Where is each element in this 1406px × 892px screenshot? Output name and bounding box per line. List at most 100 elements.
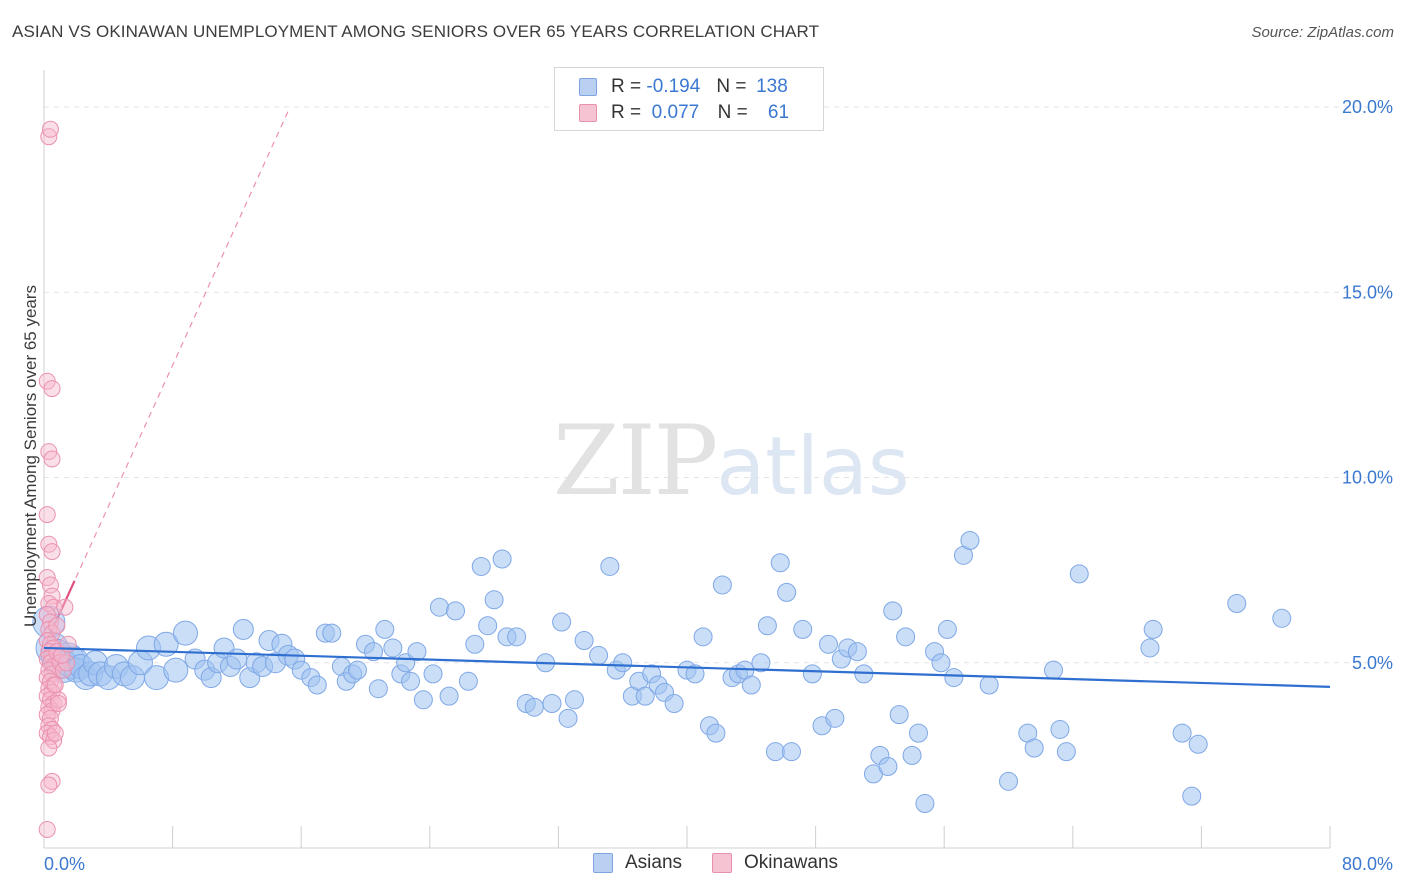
- asian-point: [542, 694, 562, 714]
- asian-point: [423, 664, 443, 684]
- asian-point: [883, 601, 903, 621]
- asian-point: [478, 616, 498, 636]
- asian-point: [777, 582, 797, 602]
- series-legend: Asians Okinawans: [593, 852, 868, 874]
- asian-point: [600, 556, 620, 576]
- asian-point: [1050, 719, 1070, 739]
- okinawan-point: [38, 820, 56, 838]
- asian-point: [757, 616, 777, 636]
- r-value: 0.077: [651, 102, 700, 123]
- asian-point: [368, 679, 388, 699]
- asian-points: [32, 531, 1292, 814]
- okinawan-point: [43, 380, 61, 398]
- asian-point: [407, 642, 427, 662]
- y-axis-label: Unemployment Among Seniors over 65 years: [21, 285, 40, 627]
- correlation-legend: R = -0.194 N = 138 R = 0.077 N = 61: [554, 67, 824, 131]
- asian-point: [1140, 638, 1160, 658]
- x-tick-label: 0.0%: [44, 854, 85, 874]
- asian-point: [902, 745, 922, 765]
- asian-point: [458, 671, 478, 691]
- asian-point: [847, 642, 867, 662]
- asian-point: [1227, 593, 1247, 613]
- asian-point: [446, 601, 466, 621]
- asian-point: [999, 771, 1018, 791]
- asian-point: [741, 675, 761, 695]
- asian-point: [706, 723, 726, 743]
- asian-point: [564, 690, 584, 710]
- axes: [43, 70, 1331, 849]
- asian-point: [635, 686, 655, 706]
- okinawan-points: [38, 120, 77, 838]
- asian-point: [664, 694, 684, 714]
- asian-point: [937, 619, 957, 639]
- asian-trend-layer: [43, 646, 1331, 688]
- asian-point: [878, 756, 898, 776]
- asian-point: [552, 612, 572, 632]
- r-label: R =: [611, 76, 642, 97]
- okinawan-point: [41, 576, 59, 594]
- asian-point: [163, 657, 189, 683]
- asian-point: [524, 697, 544, 717]
- n-value: 61: [767, 102, 790, 123]
- asian-point: [153, 631, 179, 657]
- okinawan-swatch: [712, 853, 733, 873]
- y-tick-label: 15.0%: [1342, 282, 1393, 302]
- y-tick-label: 20.0%: [1342, 97, 1393, 117]
- asian-point: [1182, 786, 1202, 806]
- asian-point: [944, 668, 964, 688]
- okinawan-point: [48, 617, 66, 635]
- r-value: -0.194: [646, 76, 701, 97]
- asian-point: [1172, 723, 1192, 743]
- watermark-atlas: atlas: [716, 420, 910, 513]
- watermark-zip: ZIP: [553, 405, 718, 517]
- asian-point: [1069, 564, 1089, 584]
- okinawan-point: [43, 543, 61, 561]
- asian-point: [507, 627, 527, 647]
- asian-point: [889, 705, 909, 725]
- okinawan-point: [40, 776, 58, 794]
- asian-point: [465, 634, 485, 654]
- asian-point: [589, 645, 609, 665]
- asian-point: [818, 634, 838, 654]
- asian-point: [931, 653, 951, 673]
- asian-point: [558, 708, 578, 728]
- okinawan-point: [56, 598, 74, 616]
- r-label: R =: [611, 102, 642, 123]
- asian-point: [802, 664, 822, 684]
- asian-point: [781, 742, 801, 762]
- asian-point: [915, 794, 935, 814]
- asian-point: [307, 675, 327, 695]
- asian-point: [364, 642, 384, 662]
- asian-point: [232, 618, 254, 640]
- asian-point: [751, 653, 771, 673]
- asian-point: [765, 742, 785, 762]
- legend-item-okinawans[interactable]: Okinawans: [712, 852, 838, 874]
- legend-row-okinawans: R = 0.077 N = 61: [579, 101, 789, 125]
- okinawan-point: [46, 676, 64, 694]
- tick-labels: 5.0% 10.0% 15.0% 20.0% 0.0% 80.0%: [44, 97, 1393, 874]
- n-value: 138: [756, 76, 788, 97]
- okinawan-point: [53, 646, 71, 664]
- asian-point: [960, 531, 980, 551]
- legend-label-okinawans: Okinawans: [744, 852, 839, 873]
- asian-point: [770, 553, 790, 573]
- asian-point: [471, 556, 491, 576]
- asian-swatch: [579, 78, 597, 96]
- legend-item-asians[interactable]: Asians: [593, 852, 682, 874]
- y-tick-label: 10.0%: [1342, 468, 1393, 488]
- chart-title: ASIAN VS OKINAWAN UNEMPLOYMENT AMONG SEN…: [12, 22, 820, 41]
- asian-point: [383, 638, 403, 658]
- y-tick-label: 5.0%: [1352, 653, 1393, 673]
- asian-point: [375, 619, 395, 639]
- asian-point: [401, 671, 421, 691]
- okinawan-swatch: [579, 104, 597, 122]
- asian-point: [347, 660, 367, 680]
- okinawan-trend-layer: [42, 110, 289, 649]
- asian-point: [1024, 738, 1044, 758]
- asian-point: [825, 708, 845, 728]
- asian-point: [1143, 619, 1163, 639]
- okinawan-trend-line: [43, 110, 289, 649]
- watermark: ZIPatlas: [553, 405, 910, 517]
- okinawan-point: [46, 724, 64, 742]
